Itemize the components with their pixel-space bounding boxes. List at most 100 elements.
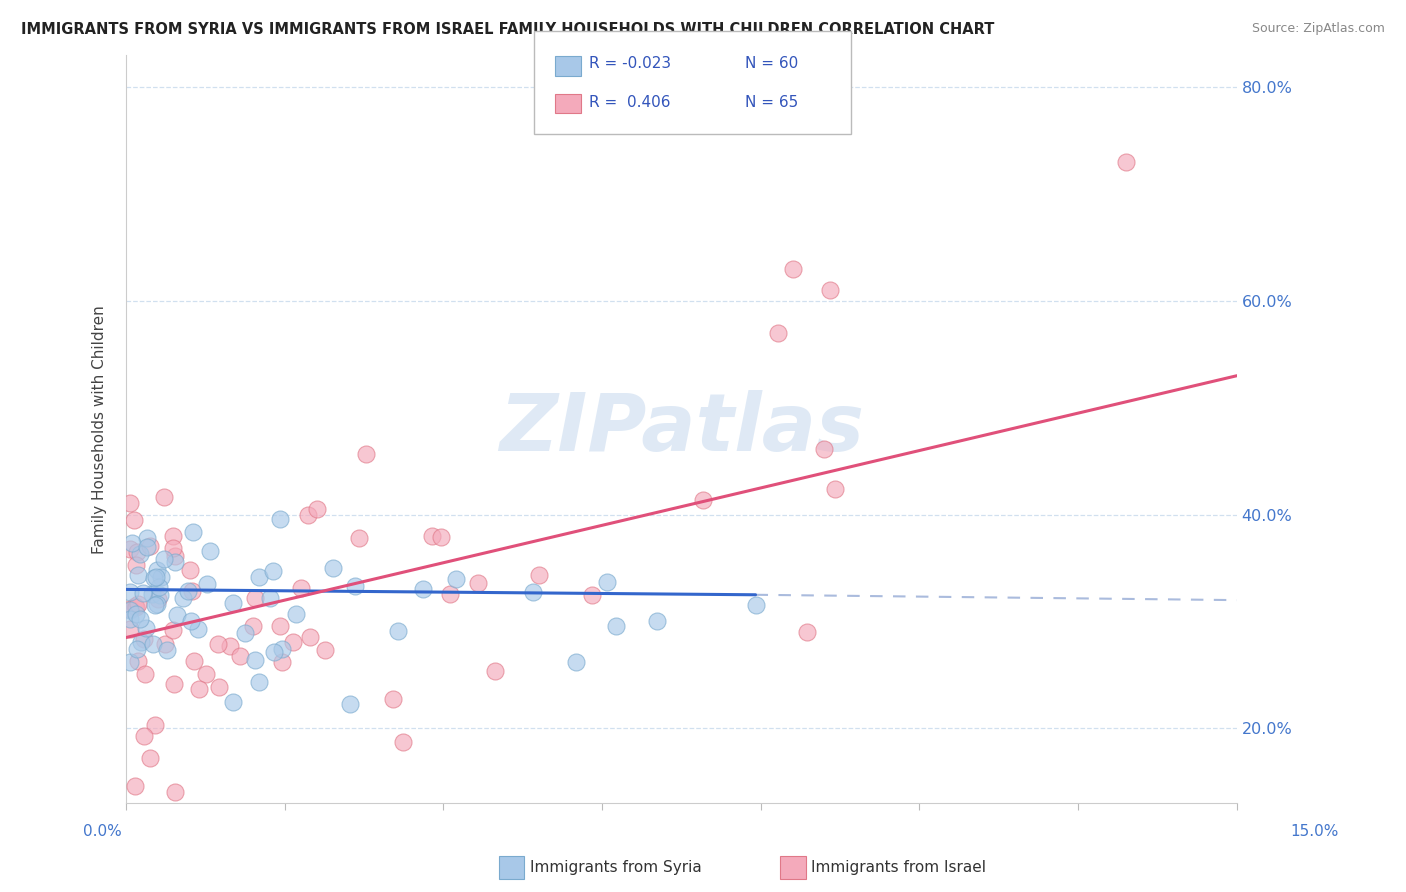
Point bbox=[263, 644, 285, 658]
Point bbox=[322, 560, 344, 574]
Point bbox=[271, 655, 294, 669]
Point bbox=[188, 682, 211, 697]
Point bbox=[148, 580, 170, 594]
Point bbox=[692, 492, 714, 507]
Point bbox=[152, 490, 174, 504]
Point bbox=[387, 624, 409, 638]
Point bbox=[143, 598, 166, 612]
Point bbox=[581, 588, 603, 602]
Point bbox=[298, 630, 321, 644]
Point bbox=[177, 584, 200, 599]
Point bbox=[118, 585, 141, 599]
Point bbox=[132, 585, 155, 599]
Point bbox=[118, 541, 141, 556]
Text: R = -0.023: R = -0.023 bbox=[589, 56, 671, 70]
Point bbox=[565, 655, 588, 669]
Text: Source: ZipAtlas.com: Source: ZipAtlas.com bbox=[1251, 22, 1385, 36]
Point bbox=[172, 591, 194, 605]
Text: IMMIGRANTS FROM SYRIA VS IMMIGRANTS FROM ISRAEL FAMILY HOUSEHOLDS WITH CHILDREN : IMMIGRANTS FROM SYRIA VS IMMIGRANTS FROM… bbox=[21, 22, 994, 37]
Point bbox=[127, 597, 149, 611]
Point bbox=[145, 570, 167, 584]
Point bbox=[125, 641, 148, 656]
Point bbox=[243, 653, 266, 667]
Text: 15.0%: 15.0% bbox=[1291, 824, 1339, 838]
Point bbox=[484, 664, 506, 678]
Point bbox=[166, 608, 188, 623]
Point bbox=[180, 614, 202, 628]
Point bbox=[141, 587, 163, 601]
Point bbox=[134, 667, 156, 681]
Point bbox=[153, 551, 176, 566]
Point bbox=[150, 570, 173, 584]
Point bbox=[766, 326, 789, 340]
Point bbox=[744, 598, 766, 612]
Point bbox=[143, 571, 166, 585]
Point bbox=[208, 680, 231, 694]
Point bbox=[122, 513, 145, 527]
Text: N = 65: N = 65 bbox=[745, 95, 799, 110]
Point bbox=[127, 654, 149, 668]
Point bbox=[146, 563, 169, 577]
Point bbox=[118, 612, 141, 626]
Point bbox=[118, 603, 141, 617]
Y-axis label: Family Households with Children: Family Households with Children bbox=[93, 305, 107, 554]
Point bbox=[139, 751, 162, 765]
Point bbox=[179, 563, 201, 577]
Point bbox=[824, 482, 846, 496]
Point bbox=[307, 502, 329, 516]
Point bbox=[198, 544, 221, 558]
Point bbox=[162, 541, 184, 555]
Point bbox=[269, 512, 291, 526]
Point bbox=[229, 648, 252, 663]
Point bbox=[297, 508, 319, 522]
Point bbox=[221, 695, 243, 709]
Point bbox=[138, 539, 160, 553]
Point bbox=[118, 622, 141, 636]
Text: ZIPatlas: ZIPatlas bbox=[499, 390, 863, 468]
Point bbox=[412, 582, 434, 596]
Point bbox=[796, 625, 818, 640]
Point bbox=[439, 587, 461, 601]
Text: Immigrants from Syria: Immigrants from Syria bbox=[530, 860, 702, 874]
Point bbox=[129, 548, 152, 562]
Point bbox=[121, 536, 143, 550]
Point bbox=[247, 570, 270, 584]
Point bbox=[242, 619, 264, 633]
Point bbox=[149, 588, 172, 602]
Point bbox=[156, 643, 179, 657]
Point bbox=[165, 554, 187, 568]
Point bbox=[165, 549, 187, 564]
Point bbox=[222, 595, 245, 609]
Point bbox=[135, 621, 157, 635]
Point bbox=[162, 529, 184, 543]
Point bbox=[132, 632, 155, 647]
Point bbox=[135, 540, 157, 554]
Point bbox=[596, 575, 619, 590]
Point bbox=[262, 565, 284, 579]
Point bbox=[127, 568, 149, 582]
Point bbox=[183, 654, 205, 668]
Point bbox=[430, 530, 453, 544]
Point bbox=[132, 729, 155, 743]
Point bbox=[381, 692, 404, 706]
Point bbox=[645, 614, 668, 628]
Point bbox=[187, 622, 209, 636]
Point bbox=[349, 531, 371, 545]
Point bbox=[283, 635, 305, 649]
Point bbox=[233, 626, 256, 640]
Point bbox=[245, 591, 267, 606]
Point bbox=[259, 591, 281, 606]
Point bbox=[142, 636, 165, 650]
Point bbox=[118, 496, 141, 510]
Text: R =  0.406: R = 0.406 bbox=[589, 95, 671, 110]
Point bbox=[284, 607, 307, 622]
Point bbox=[195, 576, 218, 591]
Point bbox=[124, 599, 146, 613]
Point bbox=[314, 643, 336, 657]
Point bbox=[146, 597, 169, 611]
Point bbox=[146, 592, 169, 607]
Point bbox=[124, 779, 146, 793]
Point bbox=[125, 599, 148, 614]
Point bbox=[145, 718, 167, 732]
Point bbox=[162, 623, 184, 637]
